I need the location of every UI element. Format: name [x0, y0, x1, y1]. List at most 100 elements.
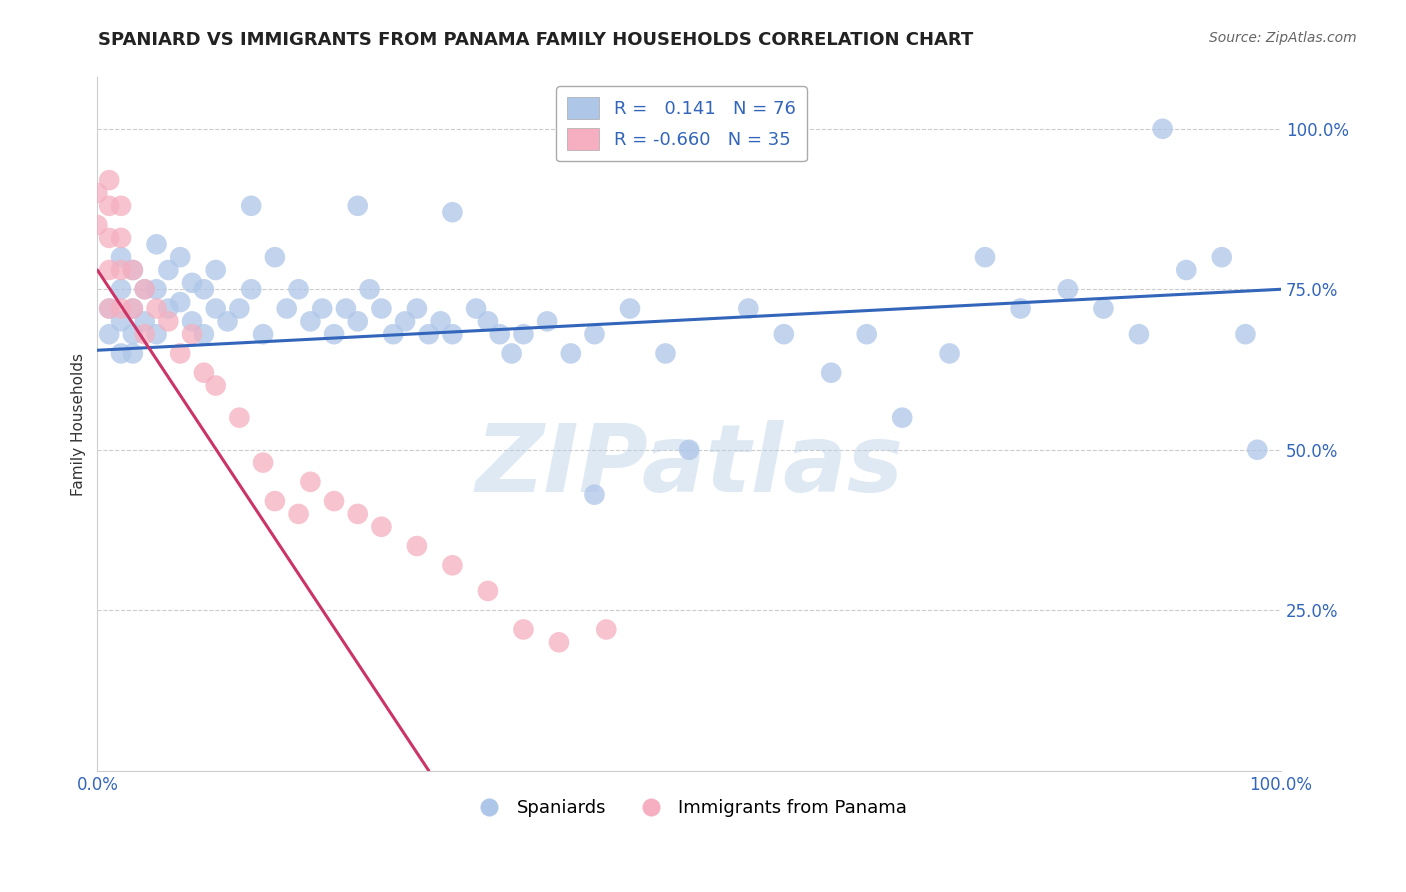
- Point: [110, 263, 132, 277]
- Point: [370, 301, 392, 316]
- Point: [252, 327, 274, 342]
- Point: [110, 314, 132, 328]
- Point: [1175, 263, 1198, 277]
- Point: [134, 327, 156, 342]
- Point: [98, 301, 121, 316]
- Point: [110, 282, 132, 296]
- Point: [1057, 282, 1080, 296]
- Point: [772, 327, 794, 342]
- Point: [512, 623, 534, 637]
- Text: ZIPatlas: ZIPatlas: [475, 419, 903, 512]
- Point: [346, 507, 368, 521]
- Point: [583, 488, 606, 502]
- Point: [311, 301, 333, 316]
- Point: [418, 327, 440, 342]
- Point: [287, 282, 309, 296]
- Point: [406, 539, 429, 553]
- Point: [252, 456, 274, 470]
- Point: [264, 250, 287, 264]
- Point: [121, 327, 143, 342]
- Point: [121, 263, 143, 277]
- Point: [548, 635, 571, 649]
- Y-axis label: Family Households: Family Households: [72, 352, 86, 496]
- Point: [737, 301, 759, 316]
- Point: [240, 282, 263, 296]
- Point: [169, 295, 191, 310]
- Point: [820, 366, 842, 380]
- Point: [110, 199, 132, 213]
- Point: [477, 584, 499, 599]
- Text: SPANIARD VS IMMIGRANTS FROM PANAMA FAMILY HOUSEHOLDS CORRELATION CHART: SPANIARD VS IMMIGRANTS FROM PANAMA FAMIL…: [98, 31, 974, 49]
- Point: [335, 301, 357, 316]
- Point: [181, 327, 204, 342]
- Point: [512, 327, 534, 342]
- Point: [1211, 250, 1233, 264]
- Point: [501, 346, 523, 360]
- Point: [299, 475, 322, 489]
- Point: [228, 301, 250, 316]
- Point: [110, 231, 132, 245]
- Point: [98, 327, 121, 342]
- Point: [217, 314, 239, 328]
- Point: [299, 314, 322, 328]
- Point: [86, 218, 108, 232]
- Point: [145, 301, 167, 316]
- Point: [1246, 442, 1268, 457]
- Point: [370, 520, 392, 534]
- Point: [121, 301, 143, 316]
- Point: [240, 199, 263, 213]
- Point: [536, 314, 558, 328]
- Point: [560, 346, 582, 360]
- Point: [204, 301, 226, 316]
- Point: [181, 276, 204, 290]
- Point: [264, 494, 287, 508]
- Point: [134, 282, 156, 296]
- Point: [323, 327, 346, 342]
- Point: [619, 301, 641, 316]
- Point: [891, 410, 914, 425]
- Point: [488, 327, 510, 342]
- Point: [157, 263, 180, 277]
- Point: [346, 314, 368, 328]
- Point: [134, 282, 156, 296]
- Legend: Spaniards, Immigrants from Panama: Spaniards, Immigrants from Panama: [464, 791, 914, 824]
- Point: [110, 301, 132, 316]
- Point: [98, 263, 121, 277]
- Point: [1234, 327, 1257, 342]
- Point: [583, 327, 606, 342]
- Point: [1128, 327, 1150, 342]
- Point: [98, 301, 121, 316]
- Point: [121, 263, 143, 277]
- Point: [193, 366, 215, 380]
- Point: [678, 442, 700, 457]
- Point: [323, 494, 346, 508]
- Point: [1152, 121, 1174, 136]
- Point: [477, 314, 499, 328]
- Point: [394, 314, 416, 328]
- Text: Source: ZipAtlas.com: Source: ZipAtlas.com: [1209, 31, 1357, 45]
- Point: [441, 205, 464, 219]
- Point: [382, 327, 405, 342]
- Point: [1092, 301, 1115, 316]
- Point: [121, 301, 143, 316]
- Point: [204, 263, 226, 277]
- Point: [441, 558, 464, 573]
- Point: [465, 301, 488, 316]
- Point: [359, 282, 381, 296]
- Point: [86, 186, 108, 200]
- Point: [204, 378, 226, 392]
- Point: [193, 282, 215, 296]
- Point: [145, 237, 167, 252]
- Point: [346, 199, 368, 213]
- Point: [429, 314, 451, 328]
- Point: [157, 301, 180, 316]
- Point: [98, 231, 121, 245]
- Point: [98, 199, 121, 213]
- Point: [110, 250, 132, 264]
- Point: [654, 346, 676, 360]
- Point: [169, 346, 191, 360]
- Point: [145, 327, 167, 342]
- Point: [974, 250, 997, 264]
- Point: [134, 314, 156, 328]
- Point: [276, 301, 298, 316]
